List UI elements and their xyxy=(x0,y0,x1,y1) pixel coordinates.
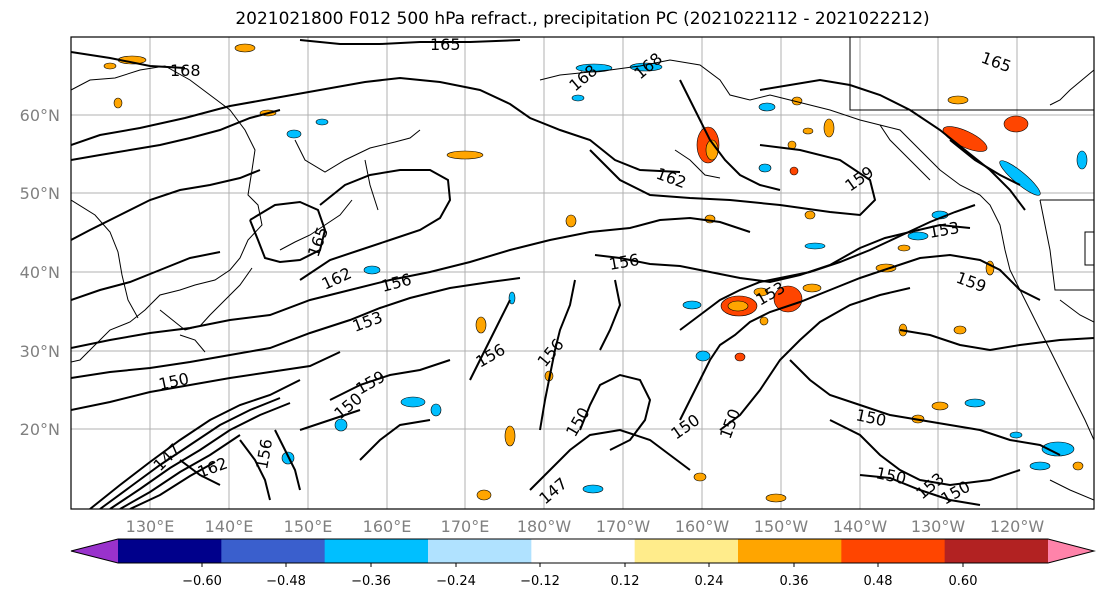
colorbar-tick-label: 0.48 xyxy=(864,574,893,589)
lon-label: 130°E xyxy=(126,517,175,536)
lon-label: 170°E xyxy=(441,517,490,536)
colorbar-segment xyxy=(118,539,222,563)
colorbar-segment xyxy=(324,539,429,563)
lon-label: 170°W xyxy=(596,517,651,536)
lon-label: 160°W xyxy=(675,517,730,536)
refractivity-contours xyxy=(71,39,1094,509)
lon-label: 150°E xyxy=(284,517,333,536)
lon-label: 150°W xyxy=(754,517,809,536)
lon-label: 160°E xyxy=(363,517,412,536)
precipitation-patches xyxy=(103,43,1088,503)
colorbar-extend-low xyxy=(71,539,118,563)
colorbar-outline xyxy=(70,538,1096,564)
colorbar-segment xyxy=(841,539,946,563)
map-border xyxy=(70,36,1095,510)
map-area xyxy=(71,37,1094,509)
colorbar-segment xyxy=(221,539,326,563)
colorbar-segment xyxy=(531,539,636,563)
lon-label: 130°W xyxy=(911,517,966,536)
longitude-labels: 130°E 140°E 150°E 160°E 170°E 180°W 170°… xyxy=(126,517,1045,536)
lon-label: 140°W xyxy=(833,517,888,536)
colorbar-segment xyxy=(634,539,739,563)
colorbar-tick-label: 0.24 xyxy=(695,574,724,589)
map-title: 2021021800 F012 500 hPa refract., precip… xyxy=(235,9,930,29)
latitude-labels: 60°N 50°N 40°N 30°N 20°N xyxy=(20,106,60,439)
colorbar-tick-labels: −0.60 −0.48 −0.36 −0.24 −0.12 0.12 0.24 … xyxy=(182,574,977,589)
coastlines xyxy=(71,37,1094,501)
colorbar xyxy=(70,538,1096,567)
colorbar-tick-label: 0.36 xyxy=(780,574,809,589)
colorbar-extend-high xyxy=(1048,539,1094,563)
lon-label: 180°W xyxy=(517,517,572,536)
lat-label-30n: 30°N xyxy=(20,342,60,361)
lat-label-60n: 60°N xyxy=(20,106,60,125)
lat-label-20n: 20°N xyxy=(20,420,60,439)
contour-label: 168 xyxy=(170,61,201,80)
colorbar-tick-label: 0.12 xyxy=(611,574,640,589)
colorbar-tick-label: −0.60 xyxy=(182,574,222,589)
colorbar-tick-label: −0.24 xyxy=(436,574,476,589)
colorbar-tick-label: −0.36 xyxy=(351,574,391,589)
colorbar-tick-label: −0.48 xyxy=(266,574,306,589)
lat-label-50n: 50°N xyxy=(20,184,60,203)
lon-label: 120°W xyxy=(990,517,1045,536)
lat-label-40n: 40°N xyxy=(20,263,60,282)
contour-label: 165 xyxy=(430,35,461,54)
colorbar-segment xyxy=(428,539,532,563)
colorbar-tick-label: 0.60 xyxy=(949,574,978,589)
colorbar-segment xyxy=(944,539,1049,563)
lon-label: 140°E xyxy=(205,517,254,536)
colorbar-segment xyxy=(738,539,842,563)
colorbar-tick-label: −0.12 xyxy=(520,574,560,589)
